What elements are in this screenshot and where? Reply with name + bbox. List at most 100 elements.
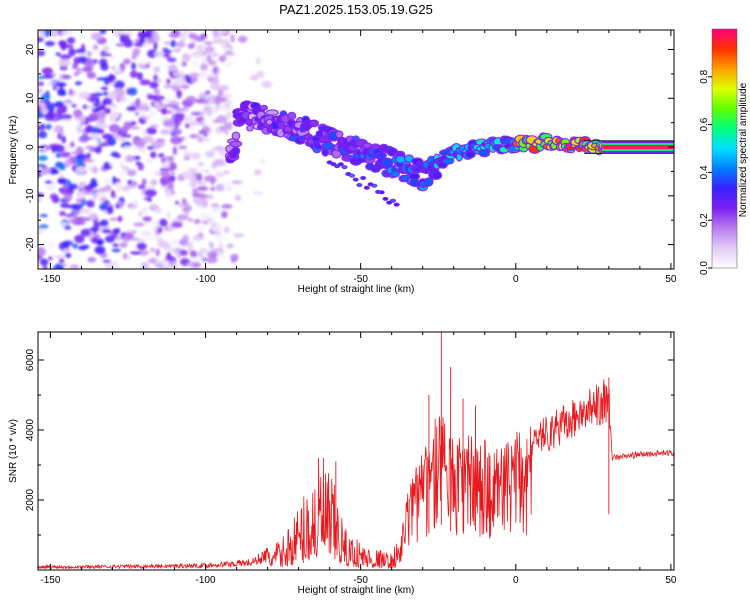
noise-blob: [70, 151, 80, 155]
spectrogram-xtick-label: -100: [196, 274, 216, 285]
noise-blob: [85, 105, 97, 110]
colorbar-tick-label: 0.6: [699, 117, 710, 131]
noise-blob: [108, 235, 118, 239]
noise-blob: [45, 124, 52, 130]
noise-blob: [84, 59, 95, 68]
noise-blob: [203, 116, 214, 125]
noise-blob: [182, 101, 193, 108]
noise-blob: [216, 145, 223, 151]
ridge-blob: [266, 110, 278, 115]
noise-blob: [120, 134, 132, 138]
noise-blob: [139, 79, 151, 86]
noise-blob: [193, 218, 201, 225]
noise-blob: [196, 225, 205, 232]
steady-band-core: [602, 144, 674, 150]
noise-blob: [119, 171, 125, 176]
noise-blob: [38, 146, 42, 152]
noise-blob: [175, 200, 180, 205]
noise-blob: [203, 64, 208, 70]
noise-blob: [127, 87, 138, 96]
colorbar-tick-label: 0.2: [699, 213, 710, 227]
noise-blob: [249, 74, 259, 81]
noise-blob: [99, 58, 108, 67]
noise-blob: [210, 186, 216, 192]
noise-blob: [199, 212, 210, 221]
noise-blob: [182, 106, 189, 112]
noise-blob: [81, 66, 92, 73]
noise-blob: [65, 252, 72, 259]
noise-blob: [64, 214, 74, 218]
ridge-blob: [479, 149, 490, 157]
noise-blob: [168, 32, 180, 38]
noise-blob: [179, 249, 188, 256]
noise-blob: [209, 243, 215, 252]
branch-core: [361, 176, 365, 180]
noise-blob: [231, 180, 243, 184]
noise-blob: [64, 158, 72, 168]
noise-blob: [213, 39, 220, 45]
noise-blob: [69, 264, 80, 269]
noise-blob: [204, 41, 213, 45]
noise-blob: [224, 98, 232, 108]
noise-blob: [154, 51, 167, 58]
noise-blob: [109, 158, 118, 167]
noise-blob: [255, 70, 265, 79]
noise-blob: [166, 57, 177, 63]
noise-blob: [49, 193, 59, 200]
noise-blob: [72, 243, 78, 249]
ridge-blob: [363, 143, 371, 148]
noise-blob: [260, 159, 266, 164]
noise-blob: [218, 242, 224, 251]
noise-blob: [103, 109, 111, 114]
noise-blob: [220, 39, 227, 49]
noise-blob: [152, 67, 159, 76]
spectrogram-ytick-label: 10: [25, 92, 36, 104]
noise-blob: [76, 67, 82, 75]
noise-blob: [234, 194, 242, 202]
noise-blob: [115, 178, 121, 183]
noise-blob: [147, 49, 158, 59]
noise-blob: [179, 202, 189, 208]
noise-blob: [223, 226, 230, 234]
noise-blob: [59, 40, 68, 50]
noise-blob: [211, 224, 224, 233]
noise-blob: [48, 102, 55, 112]
noise-blob: [209, 96, 214, 106]
noise-blob: [119, 160, 125, 170]
ridge-blob: [424, 178, 433, 186]
noise-blob: [203, 99, 210, 105]
noise-blob: [38, 197, 43, 203]
noise-blob: [49, 229, 57, 234]
noise-blob: [199, 92, 205, 97]
noise-blob: [80, 228, 91, 237]
noise-blob: [221, 94, 233, 98]
ridge-blob: [353, 136, 359, 141]
noise-blob: [111, 176, 117, 185]
noise-blob: [73, 209, 78, 218]
noise-blob: [66, 37, 76, 44]
noise-blob: [212, 159, 225, 166]
noise-blob: [192, 256, 204, 263]
noise-blob: [38, 81, 44, 86]
noise-blob: [96, 238, 105, 246]
noise-blob: [60, 151, 71, 158]
noise-blob: [252, 191, 263, 195]
noise-blob: [218, 55, 227, 63]
ridge-blob: [247, 126, 253, 131]
noise-blob: [83, 185, 94, 192]
noise-blob: [45, 180, 53, 184]
snr-panel: -150 -100 -50 0 50 2000 4000 6000 Height of str…: [8, 331, 677, 596]
noise-blob: [190, 111, 201, 116]
noise-blob: [166, 247, 177, 252]
branch-core: [372, 184, 376, 187]
noise-blob: [125, 255, 131, 260]
noise-blob: [39, 213, 48, 218]
noise-blob: [136, 72, 143, 81]
noise-blob: [104, 262, 117, 269]
noise-blob: [131, 62, 136, 70]
snr-xtick-label: -50: [353, 575, 368, 586]
noise-blob: [167, 64, 178, 71]
noise-blob: [39, 258, 49, 266]
spectrogram-frame: [37, 29, 675, 270]
